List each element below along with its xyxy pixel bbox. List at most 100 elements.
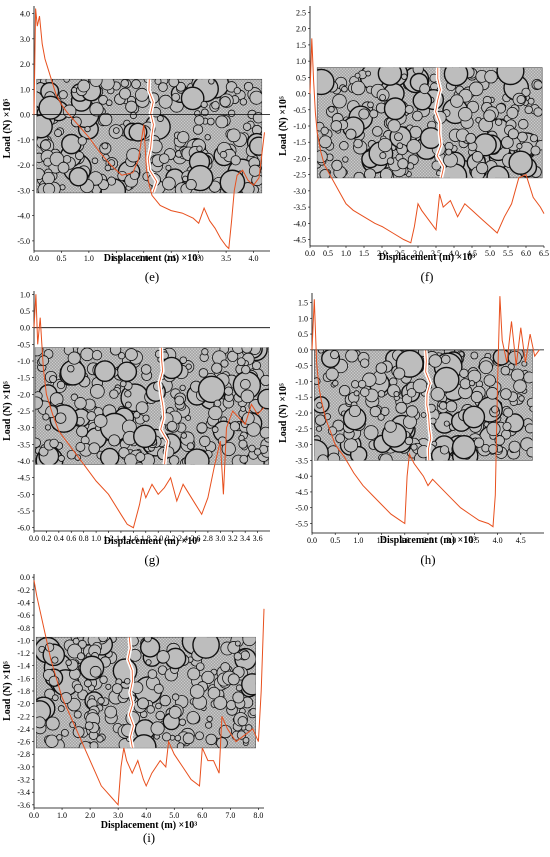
- aggregate-circle: [88, 442, 101, 455]
- aggregate-circle: [125, 100, 138, 113]
- aggregate-circle: [36, 114, 53, 139]
- aggregate-circle: [230, 155, 241, 166]
- aggregate-circle: [146, 705, 155, 714]
- aggregate-circle: [84, 721, 94, 731]
- y-tick-label: -4.5: [295, 488, 308, 497]
- aggregate-circle: [226, 700, 237, 711]
- aggregate-circle: [104, 164, 112, 172]
- aggregate-circle: [386, 157, 395, 165]
- aggregate-circle: [126, 147, 141, 163]
- chart-svg-h: 1.5 1.0 0.5 0.0 -0.5 -1.0 -1.5 -2.0 -2.5 -3.0 -3.5…: [278, 293, 544, 567]
- aggregate-circle: [510, 368, 525, 382]
- aggregate-circle: [211, 426, 219, 433]
- aggregate-circle: [97, 697, 105, 705]
- aggregate-circle: [90, 384, 105, 399]
- aggregate-circle: [420, 412, 427, 418]
- aggregate-circle: [363, 168, 376, 178]
- y-tick-label: -3.0: [17, 424, 30, 433]
- y-tick-label: -4.0: [17, 212, 30, 221]
- aggregate-circle: [396, 142, 404, 150]
- aggregate-circle: [200, 100, 208, 109]
- aggregate-circle: [211, 101, 220, 110]
- aggregate-circle: [433, 366, 460, 393]
- aggregate-circle: [518, 395, 525, 402]
- aggregate-circle: [476, 162, 489, 175]
- aggregate-circle: [72, 726, 85, 739]
- aggregate-circle: [177, 131, 190, 144]
- aggregate-circle: [410, 443, 418, 451]
- aggregate-circle: [36, 716, 46, 729]
- aggregate-circle: [220, 662, 231, 673]
- aggregate-circle: [182, 732, 195, 745]
- x-tick-label: 6.0: [197, 811, 207, 820]
- aggregate-circle: [49, 151, 65, 167]
- aggregate-circle: [73, 683, 83, 693]
- aggregate-circle: [227, 109, 236, 118]
- y-tick-label: -1.2: [17, 649, 30, 658]
- aggregate-particles: [317, 67, 543, 178]
- aggregate-circle: [406, 388, 417, 398]
- x-tick-label: 3.2: [228, 534, 238, 543]
- aggregate-circle: [358, 108, 370, 120]
- y-tick-label: -1.4: [17, 662, 30, 671]
- aggregate-circle: [83, 679, 92, 688]
- x-tick-label: 3.5: [469, 536, 479, 545]
- aggregate-circle: [49, 438, 59, 449]
- aggregate-circle: [439, 445, 450, 455]
- aggregate-circle: [35, 347, 44, 357]
- aggregate-circle: [328, 106, 335, 113]
- y-axis-label: Load (N) ×10⁵: [2, 661, 13, 721]
- x-tick-label: 0.0: [29, 534, 39, 543]
- y-tick-label: 0.5: [20, 307, 30, 316]
- aggregate-circle: [171, 693, 180, 701]
- aggregate-circle: [248, 444, 256, 453]
- aggregate-circle: [211, 362, 223, 374]
- aggregate-circle: [118, 352, 126, 360]
- aggregate-circle: [105, 99, 113, 107]
- aggregate-circle: [42, 171, 55, 185]
- x-tick-label: 7.0: [225, 811, 235, 820]
- aggregate-circle: [192, 124, 204, 135]
- aggregate-circle: [459, 368, 469, 378]
- x-tick-label: 0.5: [323, 249, 333, 258]
- aggregate-circle: [508, 440, 521, 453]
- aggregate-circle: [486, 165, 510, 178]
- x-tick-label: 8.0: [253, 811, 263, 820]
- aggregate-circle: [91, 157, 99, 165]
- x-tick-label: 1.0: [57, 811, 67, 820]
- y-tick-label: -6.0: [17, 524, 30, 533]
- y-tick-label: -4.0: [17, 457, 30, 466]
- aggregate-circle: [205, 721, 213, 729]
- chart-panel-g: 1.0 0.5 0.0 -0.5 -1.0 -1.5 -2.0 -2.5 -3.0 -3.5 -4.…: [0, 283, 275, 573]
- aggregate-circle: [327, 426, 338, 436]
- aggregate-circle: [252, 112, 262, 124]
- y-tick-label: -2.8: [17, 750, 30, 759]
- aggregate-circle: [67, 364, 75, 373]
- aggregate-circle: [234, 640, 241, 647]
- aggregate-circle: [124, 401, 132, 409]
- aggregate-circle: [243, 81, 254, 92]
- y-tick-label: -3.6: [17, 801, 30, 810]
- y-tick-label: -4.5: [17, 474, 30, 483]
- y-tick-label: -2.2: [17, 712, 30, 721]
- aggregate-circle: [208, 79, 215, 85]
- y-tick-label: -2.0: [17, 700, 30, 709]
- x-axis-label: Displacement (m) ×10³: [379, 252, 475, 263]
- y-tick-label: -0.4: [17, 598, 30, 607]
- x-tick-label: 3.0: [215, 534, 225, 543]
- y-axis-label: Load (N) ×10⁵: [278, 383, 289, 443]
- aggregate-circle: [94, 360, 116, 383]
- y-tick-label: -3.0: [17, 763, 30, 772]
- aggregate-circle: [495, 118, 503, 126]
- aggregate-circle: [142, 414, 150, 422]
- aggregate-circle: [327, 452, 341, 461]
- x-tick-label: 2.8: [203, 534, 213, 543]
- aggregate-circle: [245, 724, 253, 732]
- aggregate-particles: [35, 347, 269, 465]
- aggregate-circle: [248, 136, 262, 156]
- aggregate-circle: [527, 97, 535, 105]
- aggregate-circle: [99, 112, 113, 127]
- aggregate-circle: [483, 109, 496, 122]
- x-tick-label: 2.2: [166, 534, 176, 543]
- aggregate-circle: [483, 374, 496, 387]
